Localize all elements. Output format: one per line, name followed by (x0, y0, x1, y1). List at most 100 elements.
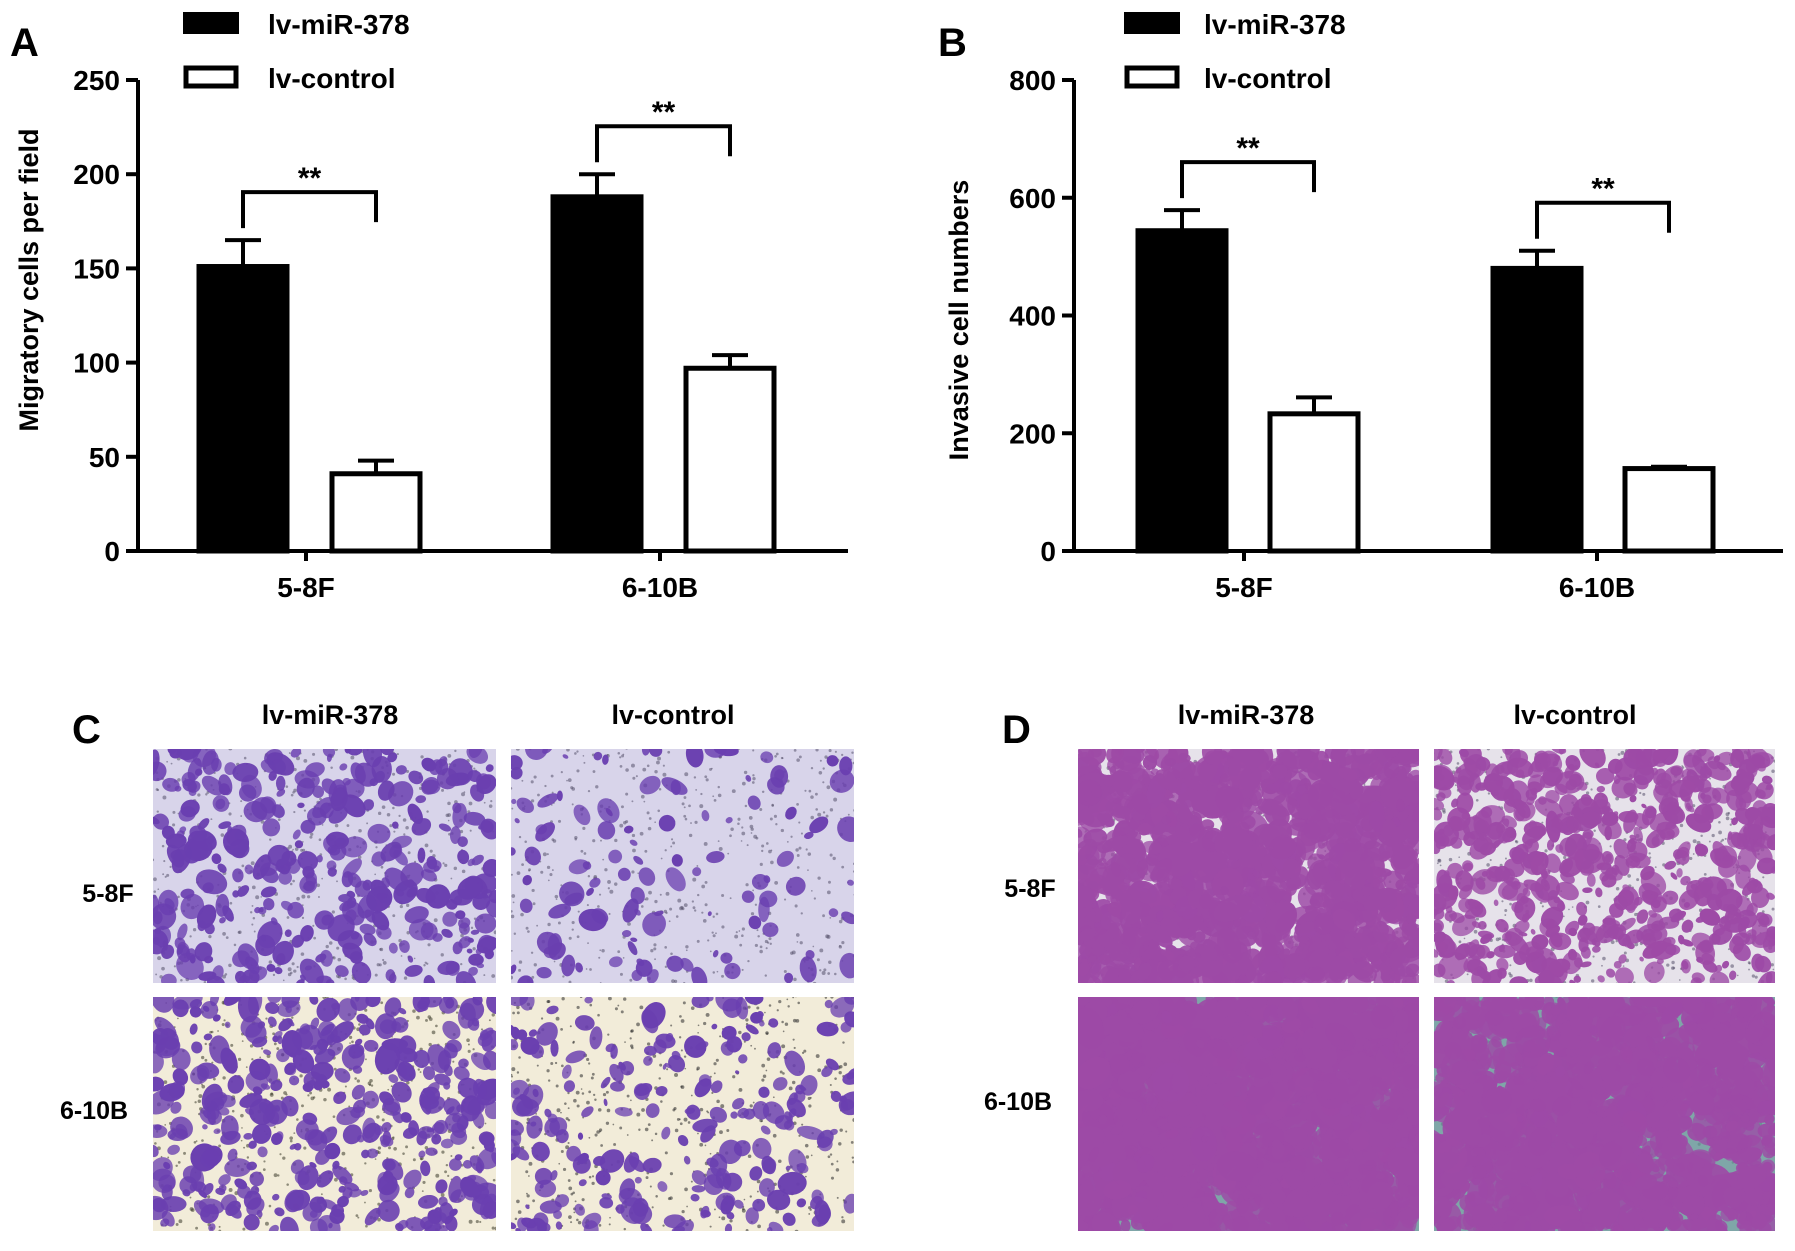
pore-dot (251, 1058, 253, 1060)
pore-dot (548, 880, 550, 882)
y-tick-label: 800 (1009, 65, 1056, 96)
pore-dot (666, 1068, 668, 1070)
pore-dot (796, 803, 799, 806)
pore-dot (691, 1181, 693, 1183)
pore-dot (823, 968, 826, 971)
pore-dot (716, 913, 719, 916)
pore-dot (588, 1137, 590, 1139)
pore-dot (685, 945, 688, 948)
pore-dot (511, 894, 515, 898)
pore-dot (781, 1021, 783, 1023)
pore-dot (666, 892, 670, 896)
pore-dot (517, 1071, 519, 1073)
pore-dot (577, 1006, 580, 1009)
pore-dot (625, 768, 629, 772)
pore-dot (742, 1208, 745, 1211)
pore-dot (255, 895, 259, 899)
pore-dot (718, 840, 720, 842)
pore-dot (292, 880, 295, 883)
bar-control-5-8F (332, 474, 420, 551)
pore-dot (462, 870, 466, 874)
pore-dot (739, 930, 741, 932)
pore-dot (454, 867, 457, 870)
col-label-control: lv-control (611, 700, 734, 730)
pore-dot (1728, 812, 1730, 814)
pore-dot (531, 952, 533, 954)
pore-dot (639, 1005, 643, 1009)
pore-dot (719, 847, 723, 851)
pore-dot (657, 810, 660, 813)
pore-dot (647, 811, 650, 814)
pore-dot (392, 807, 395, 810)
legend-control-label: lv-control (268, 63, 396, 94)
pore-dot (1730, 964, 1734, 968)
pore-dot (684, 1188, 688, 1192)
pore-dot (250, 911, 252, 913)
pore-dot (303, 1147, 306, 1150)
pore-dot (309, 836, 312, 839)
pore-dot (293, 1132, 295, 1134)
pore-dot (721, 925, 724, 928)
pore-dot (162, 873, 164, 875)
pore-dot (670, 952, 673, 955)
pore-dot (547, 923, 550, 926)
pore-dot (293, 789, 297, 793)
pore-dot (713, 934, 716, 937)
pore-dot (336, 880, 338, 882)
pore-dot (450, 1155, 452, 1157)
pore-dot (604, 868, 607, 871)
pore-dot (709, 768, 712, 771)
pore-dot (737, 823, 740, 826)
pore-dot (751, 832, 753, 834)
pore-dot (471, 927, 473, 929)
pore-dot (371, 1084, 373, 1086)
pore-dot (747, 844, 749, 846)
pore-dot (413, 1158, 416, 1161)
micrograph-d-5-8F-miR (1058, 729, 1435, 1004)
pore-dot (672, 842, 675, 845)
pore-dot (696, 865, 698, 867)
pore-dot (548, 1079, 550, 1081)
pore-dot (169, 866, 171, 868)
pore-dot (444, 864, 447, 867)
x-tick-label: 5-8F (1215, 572, 1273, 603)
y-tick-label: 0 (104, 536, 120, 567)
pore-dot (801, 832, 803, 834)
pore-dot (1476, 917, 1479, 920)
pore-dot (282, 1156, 285, 1159)
pore-dot (632, 777, 635, 780)
pore-dot (423, 964, 425, 966)
pore-dot (775, 1210, 779, 1214)
pore-dot (469, 802, 473, 806)
micrograph-content (498, 985, 869, 1243)
pore-dot (744, 1199, 746, 1201)
pore-dot (484, 802, 486, 804)
pore-dot (684, 1068, 686, 1070)
pore-dot (803, 1050, 806, 1053)
pore-dot (400, 905, 403, 908)
pore-dot (217, 1030, 219, 1032)
pore-dot (209, 1031, 212, 1034)
pore-dot (382, 805, 386, 809)
pore-dot (627, 922, 631, 926)
pore-dot (392, 914, 395, 917)
pore-dot (163, 860, 165, 862)
panel-d-letter: D (1002, 708, 1031, 752)
pore-dot (247, 1156, 249, 1158)
pore-dot (375, 846, 377, 848)
pore-dot (337, 958, 341, 962)
pore-dot (660, 894, 662, 896)
pore-dot (835, 751, 837, 753)
pore-dot (665, 849, 667, 851)
pore-dot (1505, 858, 1507, 860)
pore-dot (598, 957, 600, 959)
pore-dot (741, 832, 745, 836)
pore-dot (448, 820, 450, 822)
pore-dot (195, 1227, 198, 1230)
pore-dot (630, 1037, 632, 1039)
pore-dot (839, 1128, 842, 1131)
pore-dot (640, 832, 644, 836)
pore-dot (528, 1175, 530, 1177)
pore-dot (631, 764, 635, 768)
